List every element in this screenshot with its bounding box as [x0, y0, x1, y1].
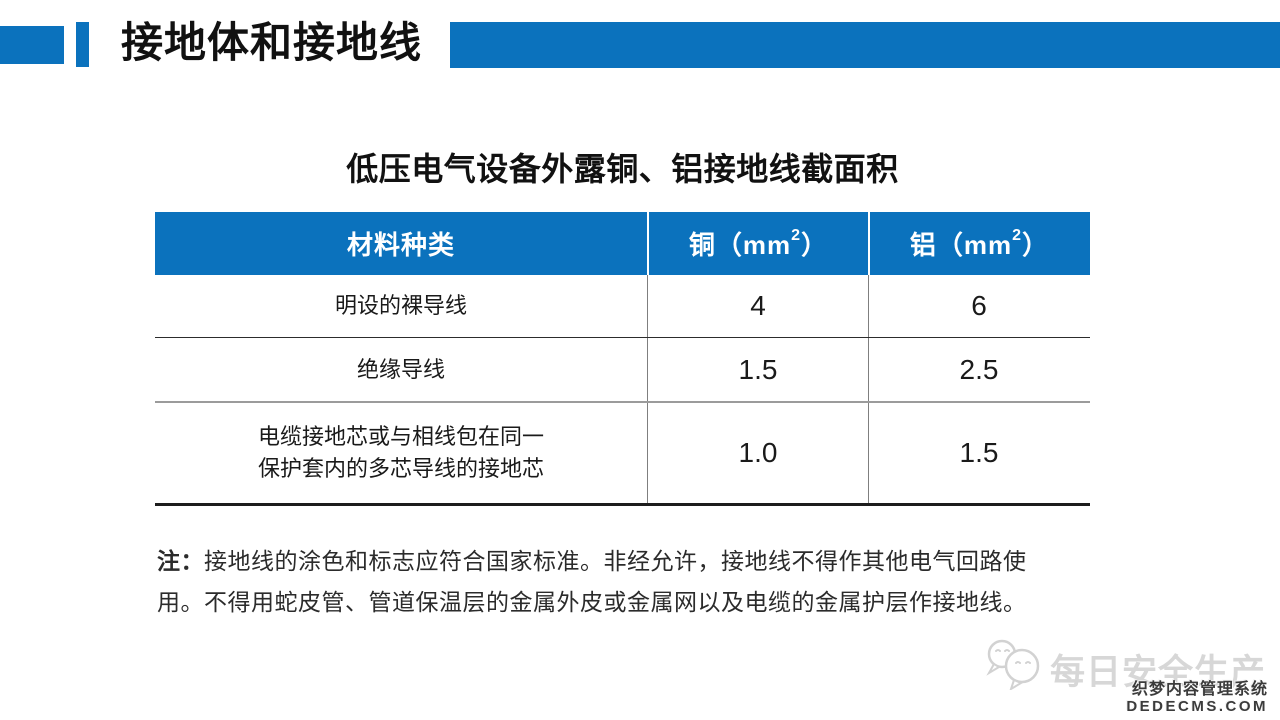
cell-copper-value: 4: [647, 275, 868, 337]
grounding-table: 材料种类 铜（mm 2） 铝（mm 2） 明设的裸导线 4 6 绝缘导线 1.5 2…: [155, 212, 1090, 506]
cell-copper-value: 1.0: [647, 403, 868, 503]
watermark-brand-text: 每日安全生产: [1050, 653, 1267, 692]
chat-bubbles-icon: [981, 638, 1047, 695]
table-row: 绝缘导线 1.5 2.5: [155, 338, 1090, 403]
table-row: 明设的裸导线 4 6: [155, 275, 1090, 338]
superscript: 2: [791, 226, 802, 244]
cell-aluminum-value: 6: [868, 275, 1089, 337]
column-header-material: 材料种类: [346, 230, 455, 260]
header-accent-bar: [450, 22, 1280, 68]
superscript: 2: [1012, 226, 1023, 244]
footnote: 注：接地线的涂色和标志应符合国家标准。非经允许，接地线不得作其他电气回路使 用。…: [157, 541, 1079, 623]
header-accent-tick: [76, 22, 89, 67]
cell-material: 绝缘导线: [356, 356, 445, 382]
cell-material: 电缆接地芯或与相线包在同一 保护套内的多芯导线的接地芯: [257, 424, 544, 481]
column-header-aluminum: 铝（mm 2）: [868, 212, 1089, 275]
table-header-row: 材料种类 铜（mm 2） 铝（mm 2）: [155, 212, 1090, 275]
table-row: 电缆接地芯或与相线包在同一 保护套内的多芯导线的接地芯 1.0 1.5: [155, 403, 1090, 506]
footnote-line-1: 注：接地线的涂色和标志应符合国家标准。非经允许，接地线不得作其他电气回路使: [157, 548, 1027, 574]
page-title: 接地体和接地线: [121, 19, 423, 66]
column-header-copper: 铜（mm 2）: [647, 212, 868, 275]
cms-watermark-line-1: 织梦内容管理系统: [1131, 681, 1268, 698]
cell-copper-value: 1.5: [647, 338, 868, 401]
cell-aluminum-value: 2.5: [868, 338, 1089, 401]
table-title: 低压电气设备外露铜、铝接地线截面积: [346, 151, 899, 187]
footnote-prefix: 注：: [157, 548, 204, 574]
cms-watermark: 织梦内容管理系统 DEDECMS.COM: [1126, 681, 1268, 715]
header-accent-block: [0, 26, 64, 64]
footnote-line-2: 用。不得用蛇皮管、管道保温层的金属外皮或金属网以及电缆的金属护层作接地线。: [157, 589, 1027, 615]
cell-material: 明设的裸导线: [334, 293, 467, 318]
cms-watermark-line-2: DEDECMS.COM: [1126, 698, 1268, 715]
cell-aluminum-value: 1.5: [868, 403, 1089, 503]
